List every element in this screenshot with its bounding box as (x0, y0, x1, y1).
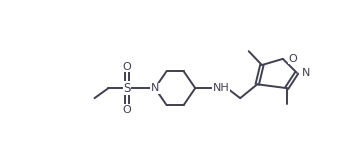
Text: NH: NH (213, 83, 229, 93)
Text: O: O (123, 105, 131, 115)
Text: N: N (151, 83, 159, 93)
Text: O: O (123, 62, 131, 72)
Text: O: O (288, 54, 297, 64)
Text: S: S (123, 82, 131, 95)
Text: N: N (302, 68, 311, 78)
